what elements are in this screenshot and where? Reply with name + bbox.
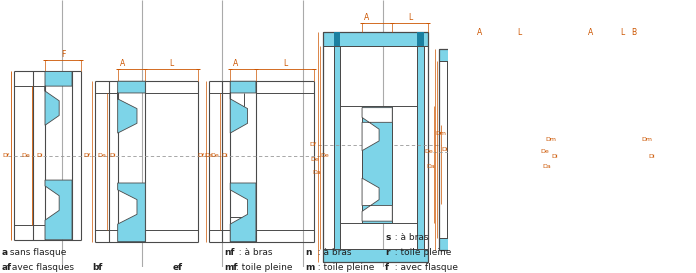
Text: Da: Da <box>542 164 551 169</box>
Text: De: De <box>540 149 549 154</box>
Text: Dm: Dm <box>436 130 446 136</box>
Polygon shape <box>118 183 145 242</box>
Text: m: m <box>305 263 314 272</box>
Bar <box>230 236 256 242</box>
Bar <box>118 81 145 87</box>
Bar <box>438 238 537 250</box>
Text: A: A <box>120 59 125 68</box>
Polygon shape <box>587 108 613 147</box>
Text: A: A <box>477 28 482 37</box>
Text: Di: Di <box>36 153 43 158</box>
Text: L: L <box>170 59 174 68</box>
Text: : à bras: : à bras <box>389 233 429 242</box>
Text: L: L <box>408 13 412 22</box>
Polygon shape <box>475 167 501 206</box>
Text: A: A <box>587 28 593 37</box>
Bar <box>587 106 613 206</box>
Text: A: A <box>364 13 369 22</box>
Text: Df: Df <box>310 142 317 147</box>
Text: nf: nf <box>225 248 235 257</box>
Text: n: n <box>305 248 311 257</box>
Text: F: F <box>61 50 65 59</box>
Text: Df: Df <box>2 153 9 158</box>
Text: Di: Di <box>552 154 558 159</box>
Bar <box>438 49 537 61</box>
Polygon shape <box>587 164 613 204</box>
Text: B: B <box>631 28 637 37</box>
Text: De: De <box>310 157 319 162</box>
Text: Di: Di <box>648 154 655 159</box>
Text: Di: Di <box>109 153 116 158</box>
Bar <box>418 46 424 248</box>
Text: De: De <box>205 153 213 158</box>
Polygon shape <box>230 183 256 242</box>
Text: Di: Di <box>442 147 448 152</box>
Text: De: De <box>97 153 106 158</box>
Text: Df: Df <box>198 153 205 158</box>
Bar <box>447 61 452 238</box>
Text: sans flasque: sans flasque <box>7 248 67 257</box>
Text: r: r <box>386 248 390 257</box>
Text: Di: Di <box>221 153 228 158</box>
Text: Dm: Dm <box>642 137 653 143</box>
Text: mf: mf <box>225 263 238 272</box>
Text: De: De <box>210 153 219 158</box>
Text: s: s <box>386 233 390 242</box>
Text: : toile pleine: : toile pleine <box>233 263 293 272</box>
Text: : toile pleine: : toile pleine <box>389 248 452 257</box>
Bar <box>362 106 393 223</box>
Bar <box>118 236 145 242</box>
Text: Dm: Dm <box>546 137 556 143</box>
Text: De: De <box>22 153 30 158</box>
Bar <box>323 32 427 46</box>
Polygon shape <box>230 81 256 133</box>
Text: Df: Df <box>84 153 90 158</box>
Text: ef: ef <box>173 263 182 272</box>
Bar <box>562 61 569 243</box>
Polygon shape <box>118 81 145 133</box>
Polygon shape <box>475 109 501 149</box>
Polygon shape <box>45 180 72 240</box>
Text: : à bras: : à bras <box>233 248 273 257</box>
Text: a: a <box>2 248 8 257</box>
Bar <box>230 81 256 87</box>
Bar <box>418 32 424 46</box>
Bar <box>323 248 427 262</box>
Text: Da: Da <box>427 164 436 169</box>
Polygon shape <box>362 178 393 221</box>
Text: L: L <box>517 28 521 37</box>
Text: af: af <box>2 263 12 272</box>
Text: Da: Da <box>313 170 322 175</box>
Text: De: De <box>320 153 329 158</box>
Text: De: De <box>425 149 434 154</box>
Bar <box>587 206 613 241</box>
Polygon shape <box>362 108 393 151</box>
Text: bf: bf <box>92 263 102 272</box>
Bar <box>475 108 501 209</box>
Bar <box>554 49 637 61</box>
Polygon shape <box>45 72 72 125</box>
Text: L: L <box>620 28 624 37</box>
Text: f: f <box>386 263 389 272</box>
Bar <box>334 46 340 248</box>
Text: : toile pleine: : toile pleine <box>312 263 374 272</box>
Bar <box>528 61 534 238</box>
Text: : avec flasque: : avec flasque <box>389 263 459 272</box>
Text: avec flasques: avec flasques <box>10 263 74 272</box>
Bar <box>626 61 631 243</box>
Text: : à bras: : à bras <box>312 248 351 257</box>
Text: L: L <box>283 59 287 68</box>
Text: A: A <box>232 59 238 68</box>
Bar <box>334 32 340 46</box>
